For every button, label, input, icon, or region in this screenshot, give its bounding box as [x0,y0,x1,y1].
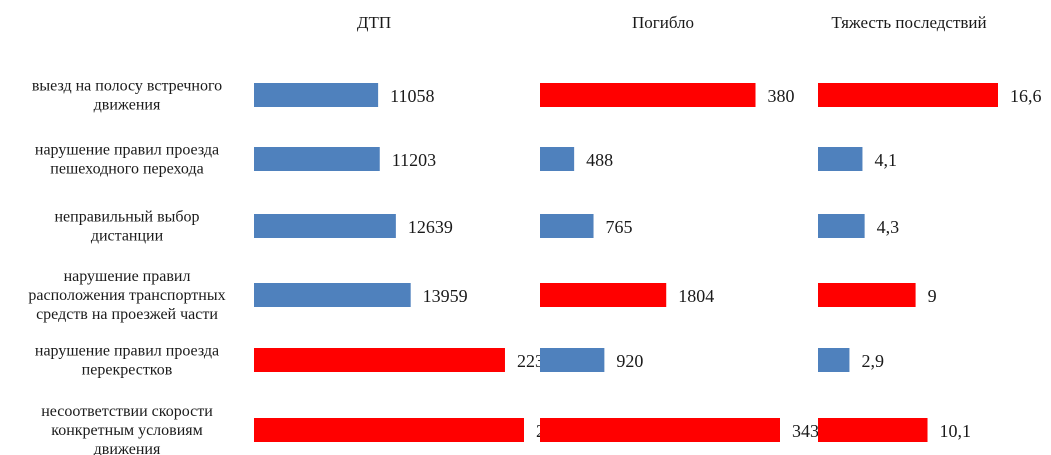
category-label-0-1: движения [94,97,161,114]
bar-1-2 [540,214,594,238]
category-label-3-2: средств на проезжей части [36,306,218,323]
bar-2-2 [818,214,865,238]
category-label-4-0: нарушение правил проезда [35,343,219,360]
bar-1-1 [540,147,575,171]
value-label-0-3: 13959 [423,286,468,306]
bar-0-1 [254,147,380,171]
bar-2-3 [818,283,916,307]
value-label-2-3: 9 [928,286,937,306]
bar-2-0 [818,83,998,107]
bar-2-4 [818,348,850,372]
category-label-0-0: выезд на полосу встречного [32,78,222,95]
panel-title-1: Погибло [632,13,694,32]
value-label-1-2: 765 [606,217,633,237]
category-label-3-1: расположения транспортных [28,287,225,304]
category-label-2-0: неправильный выбор [54,209,199,226]
bar-1-5 [540,418,780,442]
category-label-3-0: нарушение правил [64,268,191,285]
bar-0-4 [254,348,505,372]
value-label-0-2: 12639 [408,217,453,237]
value-label-2-0: 16,6 [1010,86,1042,106]
bar-2-1 [818,147,863,171]
value-label-0-0: 11058 [390,86,434,106]
value-label-2-5: 10,1 [940,421,972,441]
value-label-1-4: 920 [616,351,643,371]
category-label-4-1: перекрестков [82,362,173,379]
bar-1-3 [540,283,667,307]
bar-2-5 [818,418,928,442]
bar-1-0 [540,83,756,107]
bar-0-0 [254,83,379,107]
category-label-5-1: конкретным условиям [51,422,203,439]
value-label-1-1: 488 [586,150,613,170]
value-label-0-1: 11203 [392,150,436,170]
panel-title-0: ДТП [357,13,391,32]
value-label-1-3: 1804 [678,286,714,306]
category-label-5-2: движения [94,441,161,455]
panel-title-2: Тяжесть последствий [831,13,986,32]
category-label-1-1: пешеходного перехода [50,161,203,178]
bar-0-3 [254,283,411,307]
value-label-2-1: 4,1 [874,150,897,170]
value-label-2-4: 2,9 [861,351,884,371]
value-label-1-0: 380 [768,86,795,106]
bar-1-4 [540,348,605,372]
category-label-5-0: несоответствии скорости [41,403,213,420]
category-label-2-1: дистанции [91,228,164,245]
bar-0-2 [254,214,396,238]
value-label-2-2: 4,3 [877,217,900,237]
category-label-1-0: нарушение правил проезда [35,142,219,159]
bar-0-5 [254,418,524,442]
